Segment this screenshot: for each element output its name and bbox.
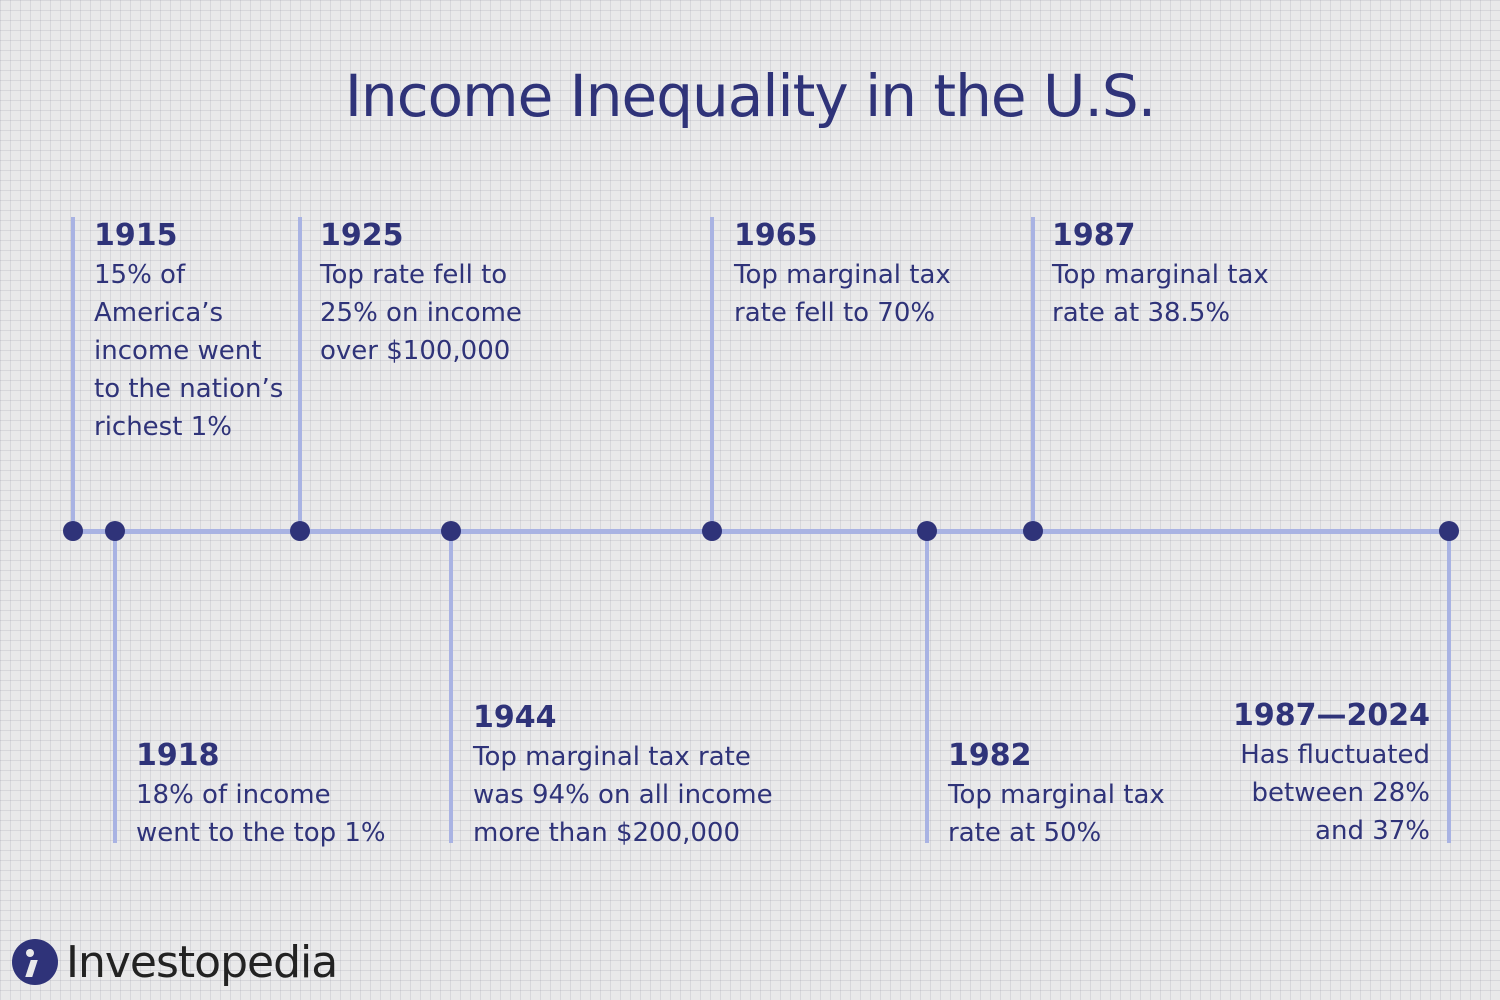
- stem-1987: [1031, 217, 1035, 531]
- event-1918: 1918 18% of income went to the top 1%: [136, 736, 386, 852]
- event-1915: 1915 15% of America’s income went to the…: [94, 216, 283, 446]
- event-1982: 1982 Top marginal tax rate at 50%: [948, 736, 1165, 852]
- event-year: 1965: [734, 218, 818, 253]
- event-desc: Top marginal tax rate fell to 70%: [734, 260, 951, 328]
- event-year: 1987: [1052, 218, 1136, 253]
- event-year: 1925: [320, 218, 404, 253]
- stem-1944: [449, 531, 453, 843]
- event-desc: Top rate fell to 25% on income over $100…: [320, 260, 522, 366]
- stem-1965: [710, 217, 714, 531]
- event-desc: Top marginal tax rate at 50%: [948, 780, 1165, 848]
- timeline-axis: [72, 529, 1450, 534]
- dot-1982: [917, 521, 937, 541]
- brand-name: Investopedia: [66, 936, 338, 988]
- event-1987-2024: 1987—2024 Has fluctuated between 28% and…: [1160, 696, 1430, 850]
- event-year: 1987—2024: [1233, 698, 1430, 733]
- event-desc: 18% of income went to the top 1%: [136, 780, 386, 848]
- event-desc: Top marginal tax rate was 94% on all inc…: [473, 742, 773, 848]
- dot-1915: [63, 521, 83, 541]
- event-desc: Top marginal tax rate at 38.5%: [1052, 260, 1269, 328]
- page-title: Income Inequality in the U.S.: [344, 62, 1156, 130]
- event-1944: 1944 Top marginal tax rate was 94% on al…: [473, 698, 773, 852]
- event-desc: Has fluctuated between 28% and 37%: [1240, 740, 1430, 846]
- event-year: 1918: [136, 738, 220, 773]
- dot-1987-2024: [1439, 521, 1459, 541]
- stem-1918: [113, 531, 117, 843]
- event-year: 1982: [948, 738, 1032, 773]
- event-desc: 15% of America’s income went to the nati…: [94, 260, 284, 442]
- event-1987: 1987 Top marginal tax rate at 38.5%: [1052, 216, 1269, 332]
- stem-1915: [71, 217, 75, 531]
- stem-1925: [298, 217, 302, 531]
- dot-1944: [441, 521, 461, 541]
- investopedia-logo-icon: [12, 939, 58, 985]
- brand-logo: Investopedia: [12, 934, 338, 990]
- stem-1982: [925, 531, 929, 843]
- dot-1925: [290, 521, 310, 541]
- event-1925: 1925 Top rate fell to 25% on income over…: [320, 216, 522, 370]
- event-year: 1944: [473, 700, 557, 735]
- event-1965: 1965 Top marginal tax rate fell to 70%: [734, 216, 951, 332]
- dot-1918: [105, 521, 125, 541]
- dot-1987: [1023, 521, 1043, 541]
- stem-1987-2024: [1447, 531, 1451, 843]
- dot-1965: [702, 521, 722, 541]
- event-year: 1915: [94, 218, 178, 253]
